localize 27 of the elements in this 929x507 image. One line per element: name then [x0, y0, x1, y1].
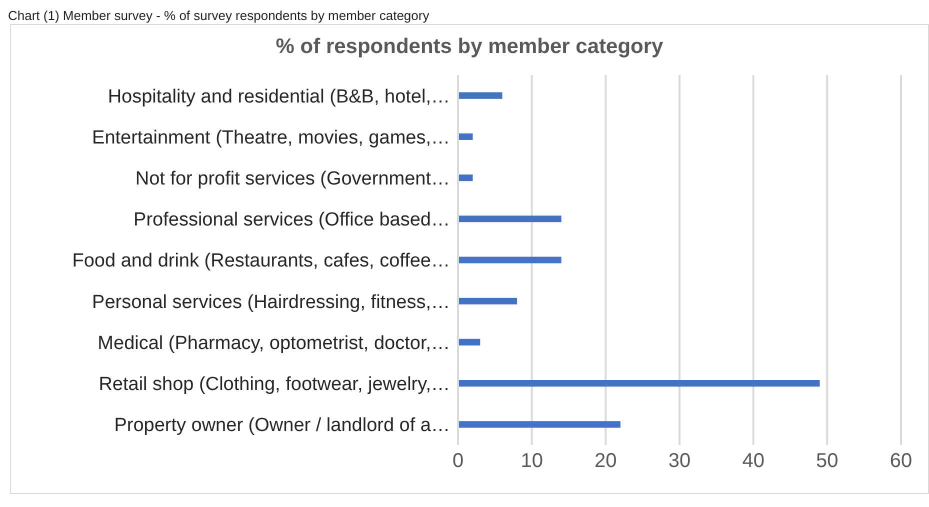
y-tick-label: Property owner (Owner / landlord of a… — [114, 415, 450, 436]
bar — [458, 298, 518, 304]
y-tick-label: Food and drink (Restaurants, cafes, coffee… — [72, 250, 450, 272]
y-tick-label: Not for profit services (Government… — [135, 168, 450, 190]
bar — [458, 92, 502, 99]
bar — [458, 174, 473, 182]
y-tick-label: Medical (Pharmacy, optometrist, doctor,… — [98, 332, 450, 354]
bar — [458, 421, 620, 428]
y-tick-label: Professional services (Office based… — [134, 210, 450, 231]
x-tick-label: 10 — [520, 450, 543, 472]
y-tick-label: Personal services (Hairdressing, fitness,… — [92, 292, 450, 313]
bar — [458, 256, 562, 264]
x-tick-label: 0 — [452, 450, 464, 472]
x-tick-label: 40 — [742, 450, 764, 472]
bar — [458, 380, 820, 387]
y-tick-label: Retail shop (Clothing, footwear, jewelry,… — [98, 374, 450, 396]
x-tick-label: 50 — [816, 450, 838, 472]
bar — [458, 216, 562, 222]
bar — [458, 133, 473, 140]
y-tick-label: Entertainment (Theatre, movies, games,… — [92, 127, 450, 148]
x-tick-label: 60 — [890, 450, 912, 472]
bar — [458, 338, 480, 346]
x-tick-label: 30 — [668, 450, 691, 472]
y-tick-label: Hospitality and residential (B&B, hotel,… — [108, 86, 450, 108]
text: Chart (1) Member survey - % of survey respondents by member category — [8, 8, 430, 24]
chart-title: % of respondents by member category — [274, 34, 664, 60]
x-tick-label: 20 — [594, 450, 617, 472]
